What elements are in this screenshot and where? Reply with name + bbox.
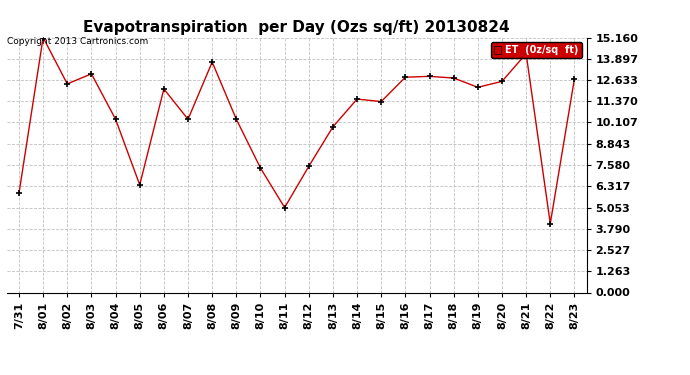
- Text: Copyright 2013 Cartronics.com: Copyright 2013 Cartronics.com: [7, 38, 148, 46]
- Title: Evapotranspiration  per Day (Ozs sq/ft) 20130824: Evapotranspiration per Day (Ozs sq/ft) 2…: [83, 20, 510, 35]
- Legend: ET  (0z/sq  ft): ET (0z/sq ft): [491, 42, 582, 58]
